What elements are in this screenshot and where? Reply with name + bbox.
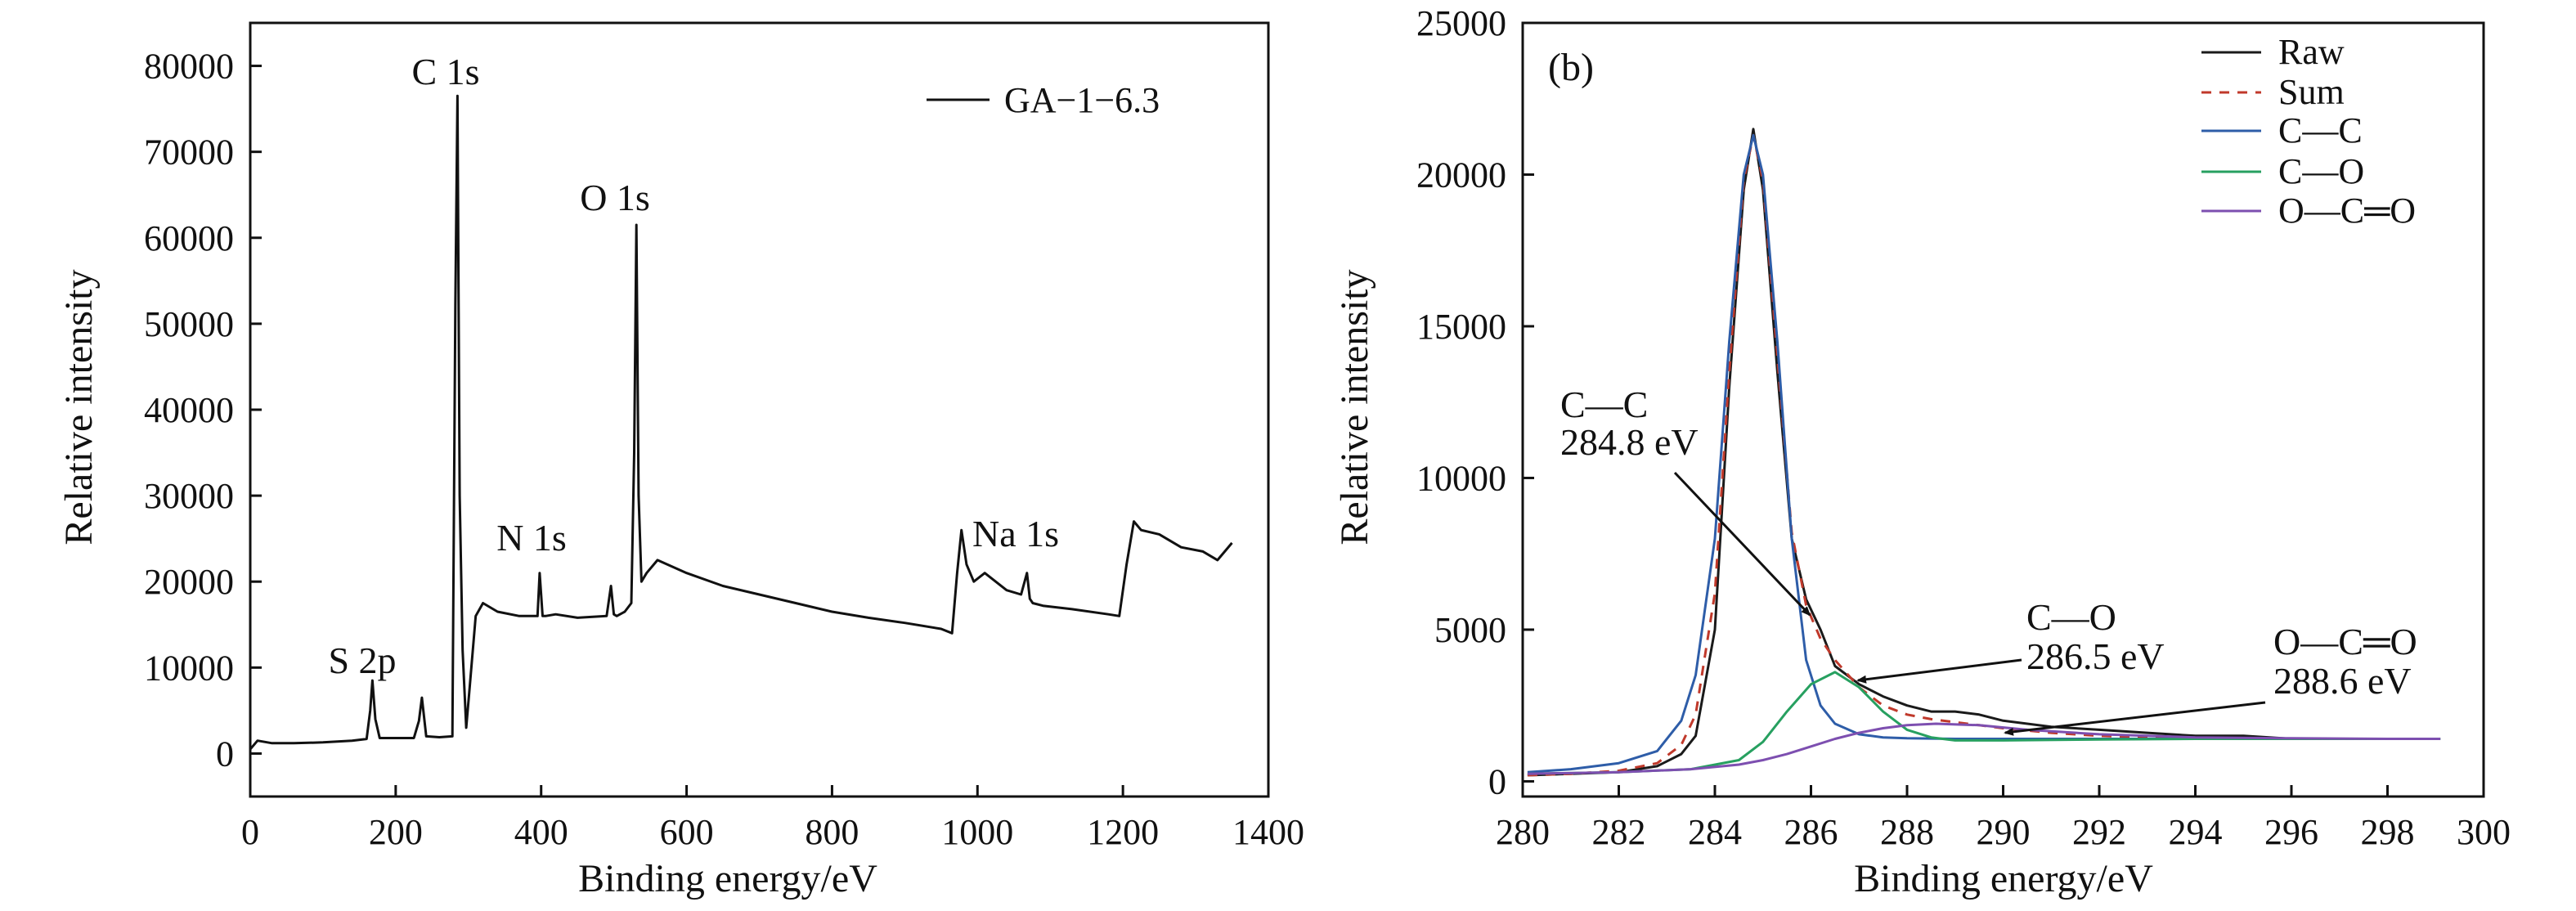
panel-a-y-tick-label: 30000 xyxy=(144,476,234,516)
panel-b-x-tick-label: 296 xyxy=(2264,812,2318,852)
panel-a-x-tick-label: 400 xyxy=(514,812,568,852)
panel-b-x-axis-label: Binding energy/eV xyxy=(1854,857,2153,900)
annotation-c-o-name: C—O xyxy=(2026,596,2116,638)
panel-b-peak-annotations: C—C 284.8 eV C—O 286.5 eV O—C═O 288.6 eV xyxy=(1560,384,2417,736)
panel-a-y-axis-label: Relative intensity xyxy=(57,269,101,545)
panel-a-y-tick-label: 60000 xyxy=(144,218,234,258)
panel-a-plot-frame xyxy=(249,21,1270,798)
legend-label-o-c-o: O—C═O xyxy=(2278,191,2416,231)
panel-b-series-line-c-o xyxy=(1527,671,2441,775)
panel-a-x-ticks: 0 200 400 600 800 1000 1200 1400 xyxy=(241,785,1304,852)
panel-b-x-ticks: 280 282 284 286 288 290 292 294 296 298 300 xyxy=(1496,785,2511,852)
panel-b-x-tick-label: 284 xyxy=(1688,812,1742,852)
panel-a-x-tick-label: 800 xyxy=(805,812,859,852)
panel-a-x-axis-label: Binding energy/eV xyxy=(578,857,877,900)
annotation-c-c-name: C—C xyxy=(1560,384,1648,425)
legend-label-raw: Raw xyxy=(2278,32,2345,72)
legend-label-sum: Sum xyxy=(2278,72,2345,112)
panel-b-series-line-o-c-o xyxy=(1527,722,2441,775)
panel-b-x-tick-label: 300 xyxy=(2457,812,2511,852)
annotation-c-c-arrow xyxy=(1673,471,1811,617)
panel-a-legend-label: GA−1−6.3 xyxy=(1004,80,1160,120)
panel-a-y-tick-label: 40000 xyxy=(144,390,234,430)
panel-b-y-ticks: 0 5000 10000 15000 20000 25000 xyxy=(1416,3,1534,801)
panel-a-series-line-ga-1-6-3 xyxy=(249,94,1233,751)
panel-b-c1s-spectrum: (b) 280 282 284 286 288 290 292 294 296 298 300 0 5… xyxy=(1333,3,2511,900)
peak-label-c1s: C 1s xyxy=(411,51,479,92)
panel-a-legend: GA−1−6.3 xyxy=(927,80,1160,120)
panel-a-y-tick-label: 10000 xyxy=(144,648,234,688)
panel-b-y-axis-label: Relative intensity xyxy=(1333,269,1376,545)
legend-label-c-o: C—O xyxy=(2278,151,2364,191)
panel-a-x-tick-label: 1200 xyxy=(1087,812,1159,852)
panel-a-peak-labels: S 2p C 1s N 1s O 1s Na 1s xyxy=(328,51,1059,681)
panel-a-y-tick-label: 20000 xyxy=(144,562,234,602)
annotation-c-o-energy: 286.5 eV xyxy=(2026,635,2165,677)
panel-b-x-tick-label: 290 xyxy=(1977,812,2031,852)
panel-a-x-tick-label: 200 xyxy=(369,812,423,852)
panel-a-y-tick-label: 0 xyxy=(216,734,234,774)
panel-b-y-tick-label: 0 xyxy=(1488,761,1506,801)
panel-b-y-tick-label: 20000 xyxy=(1416,155,1506,195)
panel-a-x-tick-label: 0 xyxy=(241,812,259,852)
panel-b-y-tick-label: 10000 xyxy=(1416,458,1506,498)
peak-label-o1s: O 1s xyxy=(580,177,650,218)
panel-a-series-group xyxy=(249,94,1233,751)
annotation-o-c-o-energy: 288.6 eV xyxy=(2273,660,2412,702)
panel-b-x-tick-label: 282 xyxy=(1592,812,1646,852)
panel-b-x-tick-label: 286 xyxy=(1784,812,1838,852)
panel-a-x-tick-label: 1000 xyxy=(941,812,1013,852)
panel-b-legend: Raw Sum C—C C—O O—C═O xyxy=(2201,32,2416,231)
panel-b-y-tick-label: 15000 xyxy=(1416,307,1506,347)
panel-a-x-tick-label: 1400 xyxy=(1232,812,1304,852)
panel-b-x-tick-label: 288 xyxy=(1880,812,1934,852)
panel-b-label: (b) xyxy=(1548,46,1594,89)
annotation-c-o-arrow xyxy=(1856,658,2022,684)
peak-label-na1s: Na 1s xyxy=(972,513,1059,554)
panel-b-series-group xyxy=(1527,128,2441,777)
peak-label-n1s: N 1s xyxy=(496,517,567,559)
panel-b-y-tick-label: 5000 xyxy=(1434,610,1506,650)
annotation-c-c-energy: 284.8 eV xyxy=(1560,421,1699,463)
annotation-o-c-o-name: O—C═O xyxy=(2273,621,2417,662)
peak-label-s2p: S 2p xyxy=(328,639,396,681)
panel-b-x-tick-label: 280 xyxy=(1496,812,1550,852)
panel-a-y-ticks: 0 10000 20000 30000 40000 50000 60000 70000 8000… xyxy=(144,47,262,774)
panel-b-x-tick-label: 298 xyxy=(2361,812,2415,852)
panel-a-y-tick-label: 80000 xyxy=(144,47,234,87)
panel-a-y-tick-label: 70000 xyxy=(144,132,234,173)
panel-a-x-tick-label: 600 xyxy=(660,812,714,852)
annotation-o-c-o-arrow xyxy=(2004,701,2266,736)
panel-b-y-tick-label: 25000 xyxy=(1416,3,1506,43)
legend-label-c-c: C—C xyxy=(2278,110,2363,150)
panel-a-survey-spectrum: 0 200 400 600 800 1000 1200 1400 0 10000 20000 300… xyxy=(57,21,1304,900)
panel-b-x-tick-label: 292 xyxy=(2072,812,2126,852)
panel-a-y-tick-label: 50000 xyxy=(144,304,234,344)
panel-b-x-tick-label: 294 xyxy=(2169,812,2223,852)
